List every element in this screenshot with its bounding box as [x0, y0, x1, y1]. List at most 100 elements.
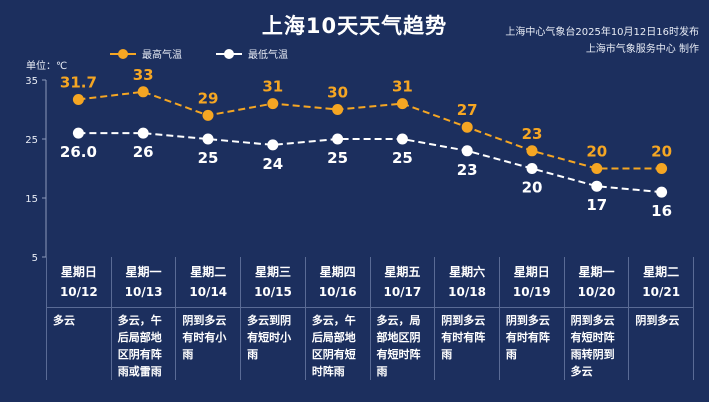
- low-temp-line: [78, 132, 662, 194]
- legend-swatch-high: [110, 48, 136, 59]
- day-header: 星期三 10/15: [241, 257, 305, 307]
- low-temp-point: [396, 133, 408, 145]
- source-line-2: 上海市气象服务中心 制作: [585, 44, 699, 55]
- high-temp-label: 30: [327, 84, 348, 102]
- day-description: 多云，局部地区阴有短时阵雨: [376, 314, 421, 378]
- legend-label-high: 最高气温: [142, 50, 182, 61]
- source-info: 上海中心气象台2025年10月12日16时发布 上海市气象服务中心 制作: [505, 24, 699, 58]
- forecast-day: 星期三 10/15 多云到阴有短时小雨: [241, 257, 306, 380]
- high-temp-label: 20: [586, 143, 607, 161]
- low-temp-point: [267, 139, 279, 151]
- forecast-day: 星期二 10/21 阴到多云: [629, 257, 695, 380]
- low-temp-point: [137, 127, 149, 139]
- y-tick-label: 15: [25, 194, 38, 205]
- source-line-1: 上海中心气象台2025年10月12日16时发布: [505, 27, 699, 38]
- low-temp-label: 20: [522, 179, 543, 197]
- day-header: 星期四 10/16: [306, 257, 370, 307]
- day-description: 阴到多云有时有阵雨: [505, 314, 550, 361]
- low-temp-label: 26: [133, 143, 154, 161]
- day-header: 星期日 10/19: [500, 257, 564, 307]
- forecast-day: 星期四 10/16 多云，午后局部地区阴有短时阵雨: [305, 257, 371, 380]
- high-temp-label: 31: [392, 78, 413, 96]
- day-weekday: 星期日: [513, 265, 550, 279]
- forecast-day: 星期二 10/14 阴到多云有时有小雨: [176, 257, 242, 380]
- day-weekday: 星期三: [254, 265, 291, 279]
- high-temp-line: [78, 90, 662, 170]
- high-temp-point: [137, 86, 149, 98]
- low-temp-label: 23: [457, 161, 478, 179]
- low-temp-label: 25: [198, 149, 219, 167]
- low-temp-label: 16: [651, 202, 672, 220]
- day-date: 10/18: [448, 285, 486, 299]
- day-weekday: 星期一: [578, 265, 615, 279]
- y-tick-label: 35: [25, 76, 38, 87]
- high-temp-point: [396, 98, 408, 110]
- high-temp-point: [72, 93, 84, 105]
- day-description: 多云，午后局部地区阴有阵雨或雷雨: [117, 314, 162, 378]
- high-temp-point: [461, 121, 473, 133]
- day-description: 多云: [53, 314, 75, 327]
- low-temp-point: [202, 133, 214, 145]
- y-tick-label: 5: [32, 253, 38, 264]
- day-weekday: 星期六: [449, 265, 486, 279]
- y-tick-label: 25: [25, 135, 38, 146]
- day-date: 10/16: [318, 285, 357, 299]
- day-header: 星期日 10/12: [47, 257, 111, 307]
- forecast-day: 星期六 10/18 阴到多云有时有阵雨: [435, 257, 500, 380]
- high-temp-point: [332, 104, 344, 115]
- legend-label-low: 最低气温: [248, 50, 288, 61]
- forecast-day: 星期一 10/20 阴到多云有短时阵雨转阴到多云: [564, 257, 630, 380]
- day-description: 多云到阴有短时小雨: [247, 314, 292, 361]
- day-weekday: 星期日: [60, 265, 97, 279]
- legend-item-high: 最高气温: [110, 46, 182, 61]
- high-temp-label: 29: [198, 89, 219, 107]
- day-date: 10/21: [642, 285, 681, 299]
- day-header: 星期五 10/17: [371, 257, 435, 307]
- day-weekday: 星期二: [190, 265, 227, 279]
- day-weekday: 星期五: [384, 265, 421, 279]
- day-weekday: 星期一: [125, 265, 162, 279]
- day-date: 10/20: [577, 285, 616, 299]
- low-temp-label: 25: [327, 149, 348, 167]
- day-header: 星期一 10/13: [112, 257, 176, 307]
- day-header: 星期一 10/20: [565, 257, 629, 307]
- day-header: 星期二 10/14: [176, 257, 240, 307]
- day-date: 10/19: [512, 285, 551, 299]
- low-temp-label: 17: [586, 196, 607, 214]
- high-temp-label: 31.7: [60, 73, 97, 91]
- day-description: 阴到多云有时有小雨: [182, 314, 227, 361]
- low-temp-point: [526, 163, 538, 174]
- high-temp-point: [656, 163, 668, 174]
- high-temp-point: [267, 98, 279, 110]
- day-weekday: 星期二: [643, 265, 680, 279]
- high-temp-label: 27: [457, 101, 478, 119]
- day-header: 星期六 10/18: [435, 257, 499, 307]
- low-temp-point: [591, 180, 603, 192]
- high-temp-label: 23: [522, 125, 543, 143]
- low-temp-point: [72, 127, 84, 139]
- day-weekday: 星期四: [319, 265, 356, 279]
- day-date: 10/14: [189, 285, 228, 299]
- forecast-day: 星期一 10/13 多云，午后局部地区阴有阵雨或雷雨: [111, 257, 177, 380]
- day-date: 10/12: [59, 285, 98, 299]
- day-date: 10/15: [254, 285, 292, 299]
- day-header: 星期二 10/21: [629, 257, 693, 307]
- chart-legend: 最高气温 最低气温: [110, 46, 288, 61]
- day-date: 10/17: [383, 285, 422, 299]
- low-temp-label: 24: [262, 155, 283, 173]
- day-description: 多云，午后局部地区阴有短时阵雨: [311, 314, 356, 378]
- high-temp-label: 33: [133, 66, 154, 84]
- forecast-day: 星期日 10/19 阴到多云有时有阵雨: [499, 257, 565, 380]
- page-title: 上海10天天气趋势: [261, 14, 448, 38]
- day-description: 阴到多云有短时阵雨转阴到多云: [570, 314, 615, 378]
- low-temp-label: 26.0: [60, 143, 97, 161]
- day-description: 阴到多云有时有阵雨: [441, 314, 486, 361]
- low-temp-label: 25: [392, 149, 413, 167]
- low-temp-point: [461, 145, 473, 157]
- low-temp-point: [656, 186, 668, 198]
- high-temp-label: 20: [651, 143, 672, 161]
- low-temp-point: [332, 133, 344, 145]
- high-temp-point: [526, 145, 538, 157]
- high-temp-label: 31: [262, 78, 283, 96]
